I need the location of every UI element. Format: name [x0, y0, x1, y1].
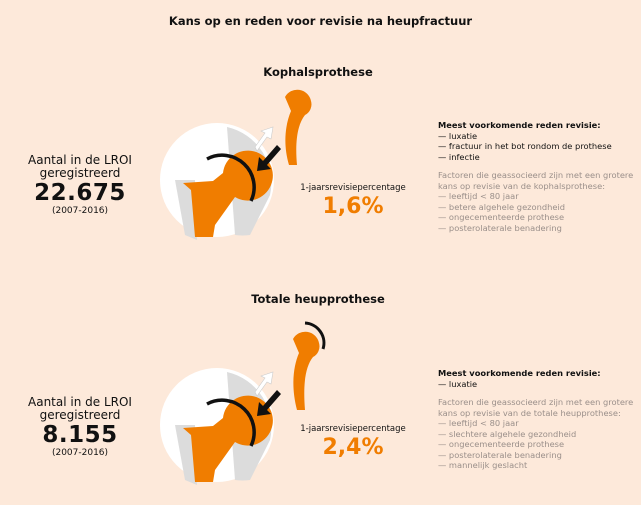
prosthesis-icon [293, 321, 326, 410]
factor-item: — posterolaterale benadering [438, 222, 562, 233]
count-value: 8.155 [42, 422, 118, 448]
count-value: 22.675 [34, 180, 126, 206]
prosthesis-icon [285, 89, 312, 165]
registered-count-block: Aantal in de LROI geregistreerd 22.675 (… [5, 153, 155, 217]
section-heading-kophalsprothese: Kophalsprothese [263, 65, 373, 79]
revision-rate-block: 1-jaarsrevisiepercentage 1,6% [288, 183, 418, 221]
factor-item: — leeftijd < 80 jaar [438, 418, 519, 428]
reason-item: — luxatie [438, 130, 478, 141]
rate-label: 1-jaarsrevisiepercentage [300, 424, 406, 434]
reason-item: — infectie [438, 151, 480, 162]
factors-list: Factoren die geassocieerd zijn met een g… [438, 170, 638, 233]
rate-value: 1,6% [322, 194, 384, 219]
count-period: (2007-2016) [51, 206, 109, 216]
reason-item: — fractuur in het bot rondom de prothese [438, 141, 612, 151]
reasons-heading: Meest voorkomende reden revisie: [438, 120, 601, 130]
hip-illustration-icon [160, 89, 312, 240]
rate-label: 1-jaarsrevisiepercentage [300, 183, 406, 193]
factors-intro: Factoren die geassocieerd zijn met een g… [438, 170, 634, 191]
factor-item: — leeftijd < 80 jaar [438, 191, 519, 201]
revision-rate-block: 1-jaarsrevisiepercentage 2,4% [288, 424, 418, 462]
revision-info: Meest voorkomende reden revisie: — luxat… [438, 120, 638, 233]
factor-item: — posterolaterale benadering [438, 449, 562, 460]
factors-list: Factoren die geassocieerd zijn met een g… [438, 397, 638, 471]
count-period: (2007-2016) [51, 448, 109, 458]
factor-item: — ongecementeerde prothese [438, 439, 565, 449]
revision-info: Meest voorkomende reden revisie: — luxat… [438, 368, 638, 471]
factor-item: — ongecementeerde prothese [438, 212, 565, 222]
registered-count-block: Aantal in de LROI geregistreerd 8.155 (2… [5, 395, 155, 459]
count-label: Aantal in de LROI geregistreerd [28, 153, 132, 180]
factor-item: — slechtere algehele gezondheid [438, 428, 577, 439]
reasons-heading: Meest voorkomende reden revisie: [438, 368, 601, 378]
reason-item: — luxatie [438, 378, 478, 389]
rate-value: 2,4% [322, 435, 384, 460]
infographic-title: Kans op en reden voor revisie na heupfra… [168, 14, 473, 28]
factor-item: — mannelijk geslacht [438, 460, 528, 470]
factors-intro: Factoren die geassocieerd zijn met een g… [438, 397, 634, 418]
hip-illustration-icon [160, 321, 326, 485]
section-heading-totale-heupprothese: Totale heupprothese [251, 292, 385, 306]
count-label: Aantal in de LROI geregistreerd [28, 395, 132, 422]
factor-item: — betere algehele gezondheid [438, 201, 566, 212]
